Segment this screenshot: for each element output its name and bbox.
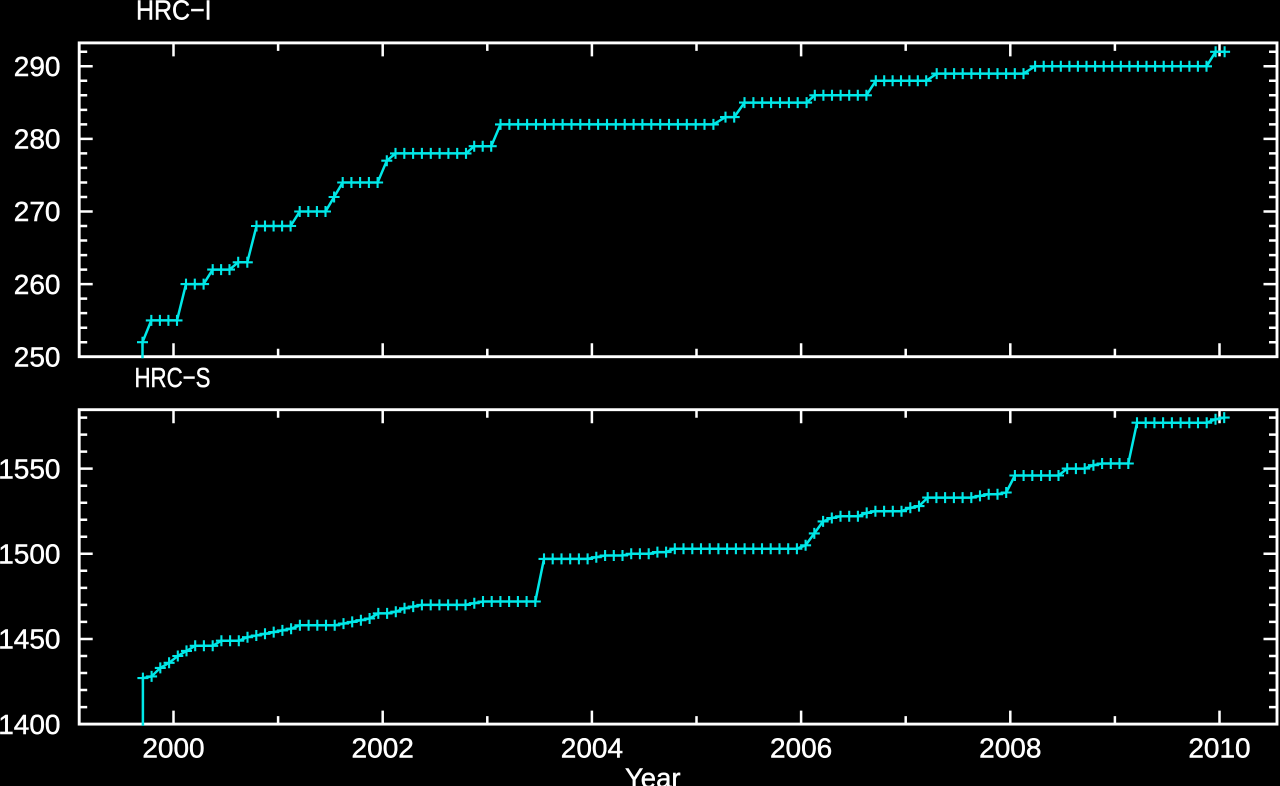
svg-text:260: 260 (14, 269, 61, 300)
svg-text:1500: 1500 (0, 539, 61, 570)
svg-text:2004: 2004 (561, 732, 623, 763)
svg-text:2006: 2006 (770, 732, 832, 763)
svg-text:2000: 2000 (142, 732, 204, 763)
svg-text:250: 250 (14, 341, 61, 372)
svg-text:1400: 1400 (0, 709, 61, 740)
svg-text:1550: 1550 (0, 453, 61, 484)
svg-text:HRC−I: HRC−I (136, 0, 212, 26)
svg-text:280: 280 (14, 124, 61, 155)
svg-text:2002: 2002 (352, 732, 414, 763)
svg-text:2010: 2010 (1188, 732, 1250, 763)
svg-text:270: 270 (14, 196, 61, 227)
svg-text:290: 290 (14, 51, 61, 82)
svg-text:2008: 2008 (979, 732, 1041, 763)
svg-text:HRC−S: HRC−S (135, 362, 211, 393)
svg-text:1450: 1450 (0, 624, 61, 655)
svg-text:Year: Year (625, 763, 681, 786)
